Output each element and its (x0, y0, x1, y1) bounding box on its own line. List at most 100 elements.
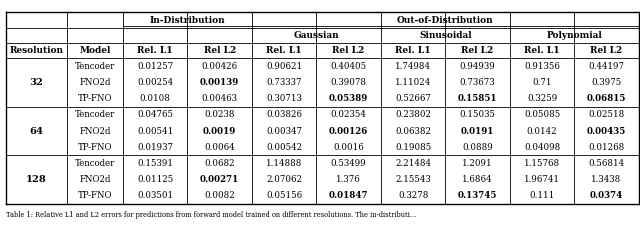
Text: TP-FNO: TP-FNO (77, 143, 112, 152)
Text: 0.01125: 0.01125 (137, 175, 173, 184)
Text: 0.0082: 0.0082 (204, 191, 235, 200)
Text: FNO2d: FNO2d (79, 127, 111, 136)
Text: 0.00426: 0.00426 (202, 62, 237, 71)
Text: 0.00271: 0.00271 (200, 175, 239, 184)
Text: In-Distribution: In-Distribution (150, 16, 225, 25)
Text: 1.74984: 1.74984 (395, 62, 431, 71)
Text: 0.00541: 0.00541 (137, 127, 173, 136)
Text: 0.3278: 0.3278 (398, 191, 428, 200)
Text: Rel L2: Rel L2 (333, 46, 365, 55)
Text: 0.15035: 0.15035 (460, 110, 495, 119)
Text: 0.00126: 0.00126 (329, 127, 368, 136)
Text: Gaussian: Gaussian (294, 31, 339, 40)
Text: 0.0016: 0.0016 (333, 143, 364, 152)
Text: Tencoder: Tencoder (75, 110, 115, 119)
Text: 1.11024: 1.11024 (395, 78, 431, 87)
Text: 0.15851: 0.15851 (458, 94, 497, 103)
Text: 0.06382: 0.06382 (395, 127, 431, 136)
Text: 2.15543: 2.15543 (396, 175, 431, 184)
Text: 1.3438: 1.3438 (591, 175, 621, 184)
Text: 0.52667: 0.52667 (395, 94, 431, 103)
Text: 0.04765: 0.04765 (137, 110, 173, 119)
Text: 0.00435: 0.00435 (587, 127, 626, 136)
Text: 0.39078: 0.39078 (331, 78, 367, 87)
Text: Model: Model (79, 46, 111, 55)
Text: 0.0374: 0.0374 (590, 191, 623, 200)
Text: 0.04098: 0.04098 (524, 143, 560, 152)
Text: 0.05156: 0.05156 (266, 191, 302, 200)
Text: Tencoder: Tencoder (75, 62, 115, 71)
Text: 0.0191: 0.0191 (461, 127, 494, 136)
Text: 0.23802: 0.23802 (395, 110, 431, 119)
Text: Out-of-Distribution: Out-of-Distribution (397, 16, 493, 25)
Text: 0.0889: 0.0889 (462, 143, 493, 152)
Text: 128: 128 (26, 175, 47, 184)
Text: 2.07062: 2.07062 (266, 175, 302, 184)
Text: 0.73337: 0.73337 (266, 78, 302, 87)
Text: 0.0142: 0.0142 (527, 127, 557, 136)
Text: Polynomial: Polynomial (547, 31, 602, 40)
Text: 0.02354: 0.02354 (331, 110, 367, 119)
Text: 0.05085: 0.05085 (524, 110, 560, 119)
Text: 0.00347: 0.00347 (266, 127, 302, 136)
Text: 0.90621: 0.90621 (266, 62, 302, 71)
Text: 0.91356: 0.91356 (524, 62, 560, 71)
Text: 0.0019: 0.0019 (203, 127, 236, 136)
Text: Rel L2: Rel L2 (590, 46, 623, 55)
Text: 0.30713: 0.30713 (266, 94, 302, 103)
Text: Sinusoidal: Sinusoidal (419, 31, 472, 40)
Text: 1.376: 1.376 (336, 175, 361, 184)
Text: 1.14888: 1.14888 (266, 159, 302, 168)
Text: 0.00463: 0.00463 (202, 94, 237, 103)
Text: TP-FNO: TP-FNO (77, 94, 112, 103)
Text: 0.15391: 0.15391 (137, 159, 173, 168)
Text: 0.73673: 0.73673 (460, 78, 495, 87)
Text: 0.0108: 0.0108 (140, 94, 171, 103)
Text: FNO2d: FNO2d (79, 175, 111, 184)
Text: Rel L2: Rel L2 (461, 46, 493, 55)
Text: 1.15768: 1.15768 (524, 159, 560, 168)
Text: FNO2d: FNO2d (79, 78, 111, 87)
Text: 32: 32 (29, 78, 44, 87)
Text: 0.71: 0.71 (532, 78, 552, 87)
Text: 0.56814: 0.56814 (588, 159, 625, 168)
Text: 0.13745: 0.13745 (458, 191, 497, 200)
Text: 1.2091: 1.2091 (462, 159, 493, 168)
Text: Rel L2: Rel L2 (204, 46, 236, 55)
Text: Rel. L1: Rel. L1 (138, 46, 173, 55)
Text: 0.0682: 0.0682 (204, 159, 235, 168)
Text: 0.01937: 0.01937 (137, 143, 173, 152)
Text: Rel. L1: Rel. L1 (524, 46, 560, 55)
Text: TP-FNO: TP-FNO (77, 191, 112, 200)
Text: 0.02518: 0.02518 (588, 110, 625, 119)
Text: Rel. L1: Rel. L1 (266, 46, 302, 55)
Text: 0.03826: 0.03826 (266, 110, 302, 119)
Text: 0.19085: 0.19085 (395, 143, 431, 152)
Text: Rel. L1: Rel. L1 (396, 46, 431, 55)
Text: 0.44197: 0.44197 (589, 62, 625, 71)
Text: 0.111: 0.111 (529, 191, 555, 200)
Text: 2.21484: 2.21484 (395, 159, 431, 168)
Text: 0.3975: 0.3975 (591, 78, 621, 87)
Text: 0.0238: 0.0238 (204, 110, 235, 119)
Text: 0.3259: 0.3259 (527, 94, 557, 103)
Text: 0.94939: 0.94939 (460, 62, 495, 71)
Text: 1.96741: 1.96741 (524, 175, 560, 184)
Text: 0.53499: 0.53499 (331, 159, 367, 168)
Text: Resolution: Resolution (10, 46, 63, 55)
Text: 0.40405: 0.40405 (330, 62, 367, 71)
Text: 0.00139: 0.00139 (200, 78, 239, 87)
Text: 0.05389: 0.05389 (329, 94, 368, 103)
Text: Table 1: Relative L1 and L2 errors for predictions from forward model trained on: Table 1: Relative L1 and L2 errors for p… (6, 211, 417, 219)
Text: 0.06815: 0.06815 (587, 94, 626, 103)
Text: 1.6864: 1.6864 (462, 175, 493, 184)
Text: 0.01268: 0.01268 (588, 143, 625, 152)
Text: 64: 64 (29, 127, 44, 136)
Text: 0.01847: 0.01847 (329, 191, 369, 200)
Text: 0.00254: 0.00254 (137, 78, 173, 87)
Text: Tencoder: Tencoder (75, 159, 115, 168)
Text: 0.00542: 0.00542 (266, 143, 302, 152)
Text: 0.01257: 0.01257 (137, 62, 173, 71)
Text: 0.03501: 0.03501 (137, 191, 173, 200)
Text: 0.0064: 0.0064 (204, 143, 235, 152)
